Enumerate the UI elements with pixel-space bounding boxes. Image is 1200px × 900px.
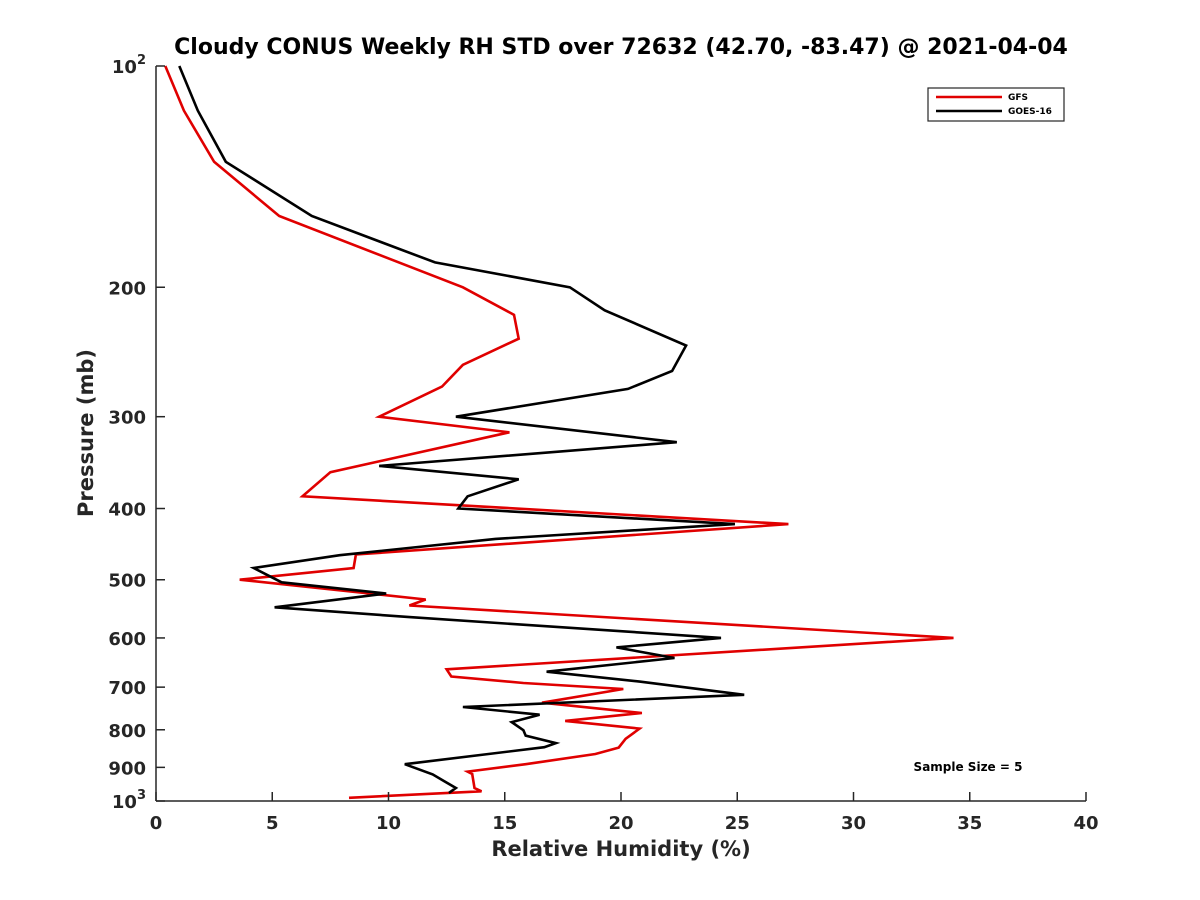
legend-box — [927, 87, 1065, 122]
series-line-goes16 — [178, 65, 745, 794]
x-tick-label: 0 — [150, 813, 163, 834]
x-tick-label: 25 — [725, 813, 750, 834]
x-tick-label: 40 — [1073, 813, 1098, 834]
y-tick-label: 800 — [108, 721, 146, 742]
x-axis-label: Relative Humidity (%) — [491, 837, 750, 861]
x-ticks: 0 5 10 15 20 25 30 35 40 — [150, 792, 1099, 834]
y-tick-label: 600 — [108, 629, 146, 650]
x-tick-label: 20 — [608, 813, 633, 834]
x-tick-label: 10 — [376, 813, 401, 834]
y-tick-label: 200 — [108, 278, 146, 299]
series-line-gfs — [164, 65, 954, 800]
x-tick-label: 5 — [266, 813, 279, 834]
legend-label-goes16: GOES-16 — [1008, 107, 1052, 117]
x-tick-label: 30 — [841, 813, 866, 834]
legend: GFS GOES-16 — [927, 87, 1065, 122]
x-tick-label: 35 — [957, 813, 982, 834]
legend-label-gfs: GFS — [1008, 93, 1028, 103]
y-tick-label: 900 — [108, 758, 146, 779]
y-axis-label: Pressure (mb) — [74, 349, 98, 517]
sample-size-annotation: Sample Size = 5 — [914, 760, 1023, 774]
x-tick-label: 15 — [492, 813, 517, 834]
y-tick-label: 500 — [108, 571, 146, 592]
chart-title: Cloudy CONUS Weekly RH STD over 72632 (4… — [174, 35, 1068, 60]
series-layer — [164, 65, 954, 800]
y-tick-label: 700 — [108, 678, 146, 699]
y-tick-label: 300 — [108, 408, 146, 429]
y-tick-label: 400 — [108, 500, 146, 521]
